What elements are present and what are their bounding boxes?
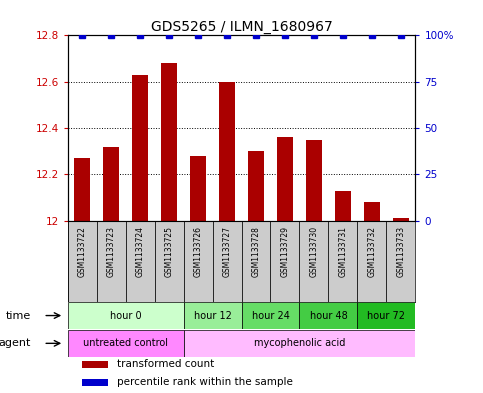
Bar	[190, 156, 206, 220]
Bar	[248, 151, 264, 220]
Bar	[335, 191, 351, 220]
Text: GSM1133728: GSM1133728	[252, 226, 260, 277]
FancyBboxPatch shape	[68, 302, 184, 329]
FancyBboxPatch shape	[299, 220, 328, 302]
FancyBboxPatch shape	[184, 302, 242, 329]
Bar	[132, 75, 148, 220]
Text: GSM1133729: GSM1133729	[281, 226, 289, 277]
FancyBboxPatch shape	[126, 220, 155, 302]
FancyBboxPatch shape	[386, 220, 415, 302]
FancyBboxPatch shape	[299, 302, 357, 329]
Text: GSM1133726: GSM1133726	[194, 226, 202, 277]
Text: GSM1133723: GSM1133723	[107, 226, 115, 277]
FancyBboxPatch shape	[357, 302, 415, 329]
Bar	[364, 202, 380, 220]
FancyBboxPatch shape	[328, 220, 357, 302]
Text: GSM1133731: GSM1133731	[339, 226, 347, 277]
Bar	[74, 158, 90, 220]
Text: GSM1133727: GSM1133727	[223, 226, 231, 277]
Text: GSM1133725: GSM1133725	[165, 226, 173, 277]
Text: GSM1133724: GSM1133724	[136, 226, 144, 277]
Text: transformed count: transformed count	[117, 359, 214, 369]
Bar	[306, 140, 322, 220]
FancyBboxPatch shape	[184, 220, 213, 302]
Bar	[82, 361, 108, 368]
FancyBboxPatch shape	[242, 302, 299, 329]
FancyBboxPatch shape	[213, 220, 242, 302]
FancyBboxPatch shape	[270, 220, 299, 302]
Text: GSM1133722: GSM1133722	[78, 226, 86, 277]
Bar	[82, 378, 108, 386]
Text: GSM1133733: GSM1133733	[397, 226, 405, 277]
Text: mycophenolic acid: mycophenolic acid	[254, 338, 345, 348]
Bar	[219, 82, 235, 220]
Text: untreated control: untreated control	[83, 338, 168, 348]
Bar	[103, 147, 119, 220]
Text: time: time	[6, 310, 31, 321]
FancyBboxPatch shape	[242, 220, 270, 302]
Text: hour 24: hour 24	[252, 310, 289, 321]
FancyBboxPatch shape	[357, 220, 386, 302]
Text: hour 72: hour 72	[368, 310, 405, 321]
Bar	[277, 137, 293, 220]
Text: GSM1133732: GSM1133732	[368, 226, 376, 277]
Text: hour 0: hour 0	[110, 310, 142, 321]
Text: agent: agent	[0, 338, 31, 348]
FancyBboxPatch shape	[97, 220, 126, 302]
Bar	[161, 63, 177, 220]
FancyBboxPatch shape	[68, 330, 184, 357]
Text: hour 12: hour 12	[194, 310, 231, 321]
Text: hour 48: hour 48	[310, 310, 347, 321]
Title: GDS5265 / ILMN_1680967: GDS5265 / ILMN_1680967	[151, 20, 332, 34]
FancyBboxPatch shape	[155, 220, 184, 302]
Text: percentile rank within the sample: percentile rank within the sample	[117, 377, 293, 387]
Text: GSM1133730: GSM1133730	[310, 226, 318, 277]
Bar	[393, 218, 409, 220]
FancyBboxPatch shape	[184, 330, 415, 357]
FancyBboxPatch shape	[68, 220, 97, 302]
